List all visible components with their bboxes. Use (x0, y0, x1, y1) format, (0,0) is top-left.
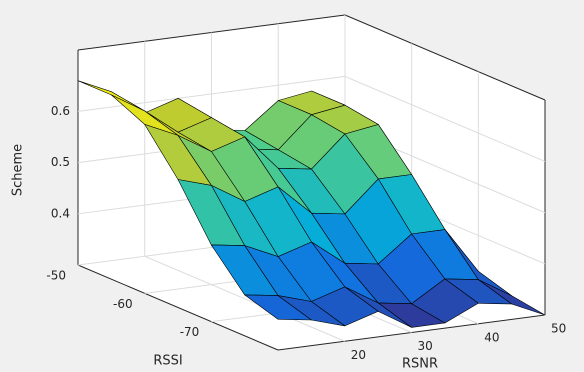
surface (77, 80, 546, 328)
y-tick-label: -70 (180, 325, 200, 339)
z-tick-label: 0.6 (51, 104, 70, 118)
x-tick-label: 40 (484, 330, 499, 344)
z-tick-label: 0.4 (51, 206, 70, 220)
y-axis-label: RSSI (153, 354, 182, 369)
labels: 0.4 0.5 0.6 -50 -60 -70 20 30 40 50 (46, 104, 566, 362)
grid-line (344, 75, 546, 162)
x-tick-label: 50 (551, 322, 566, 336)
x-tick-label: 30 (418, 339, 433, 353)
x-axis-label: RSNR (402, 357, 438, 372)
x-tick-label: 20 (351, 348, 366, 362)
grid-line (144, 255, 345, 342)
surface-facet (244, 294, 312, 321)
y-tick-label: -50 (46, 269, 66, 283)
axis-edge (77, 264, 279, 351)
z-axis-label: Scheme (11, 144, 26, 196)
axis-edge (344, 14, 546, 101)
z-tick-label: 0.5 (51, 155, 70, 169)
y-tick-label: -60 (113, 297, 133, 311)
